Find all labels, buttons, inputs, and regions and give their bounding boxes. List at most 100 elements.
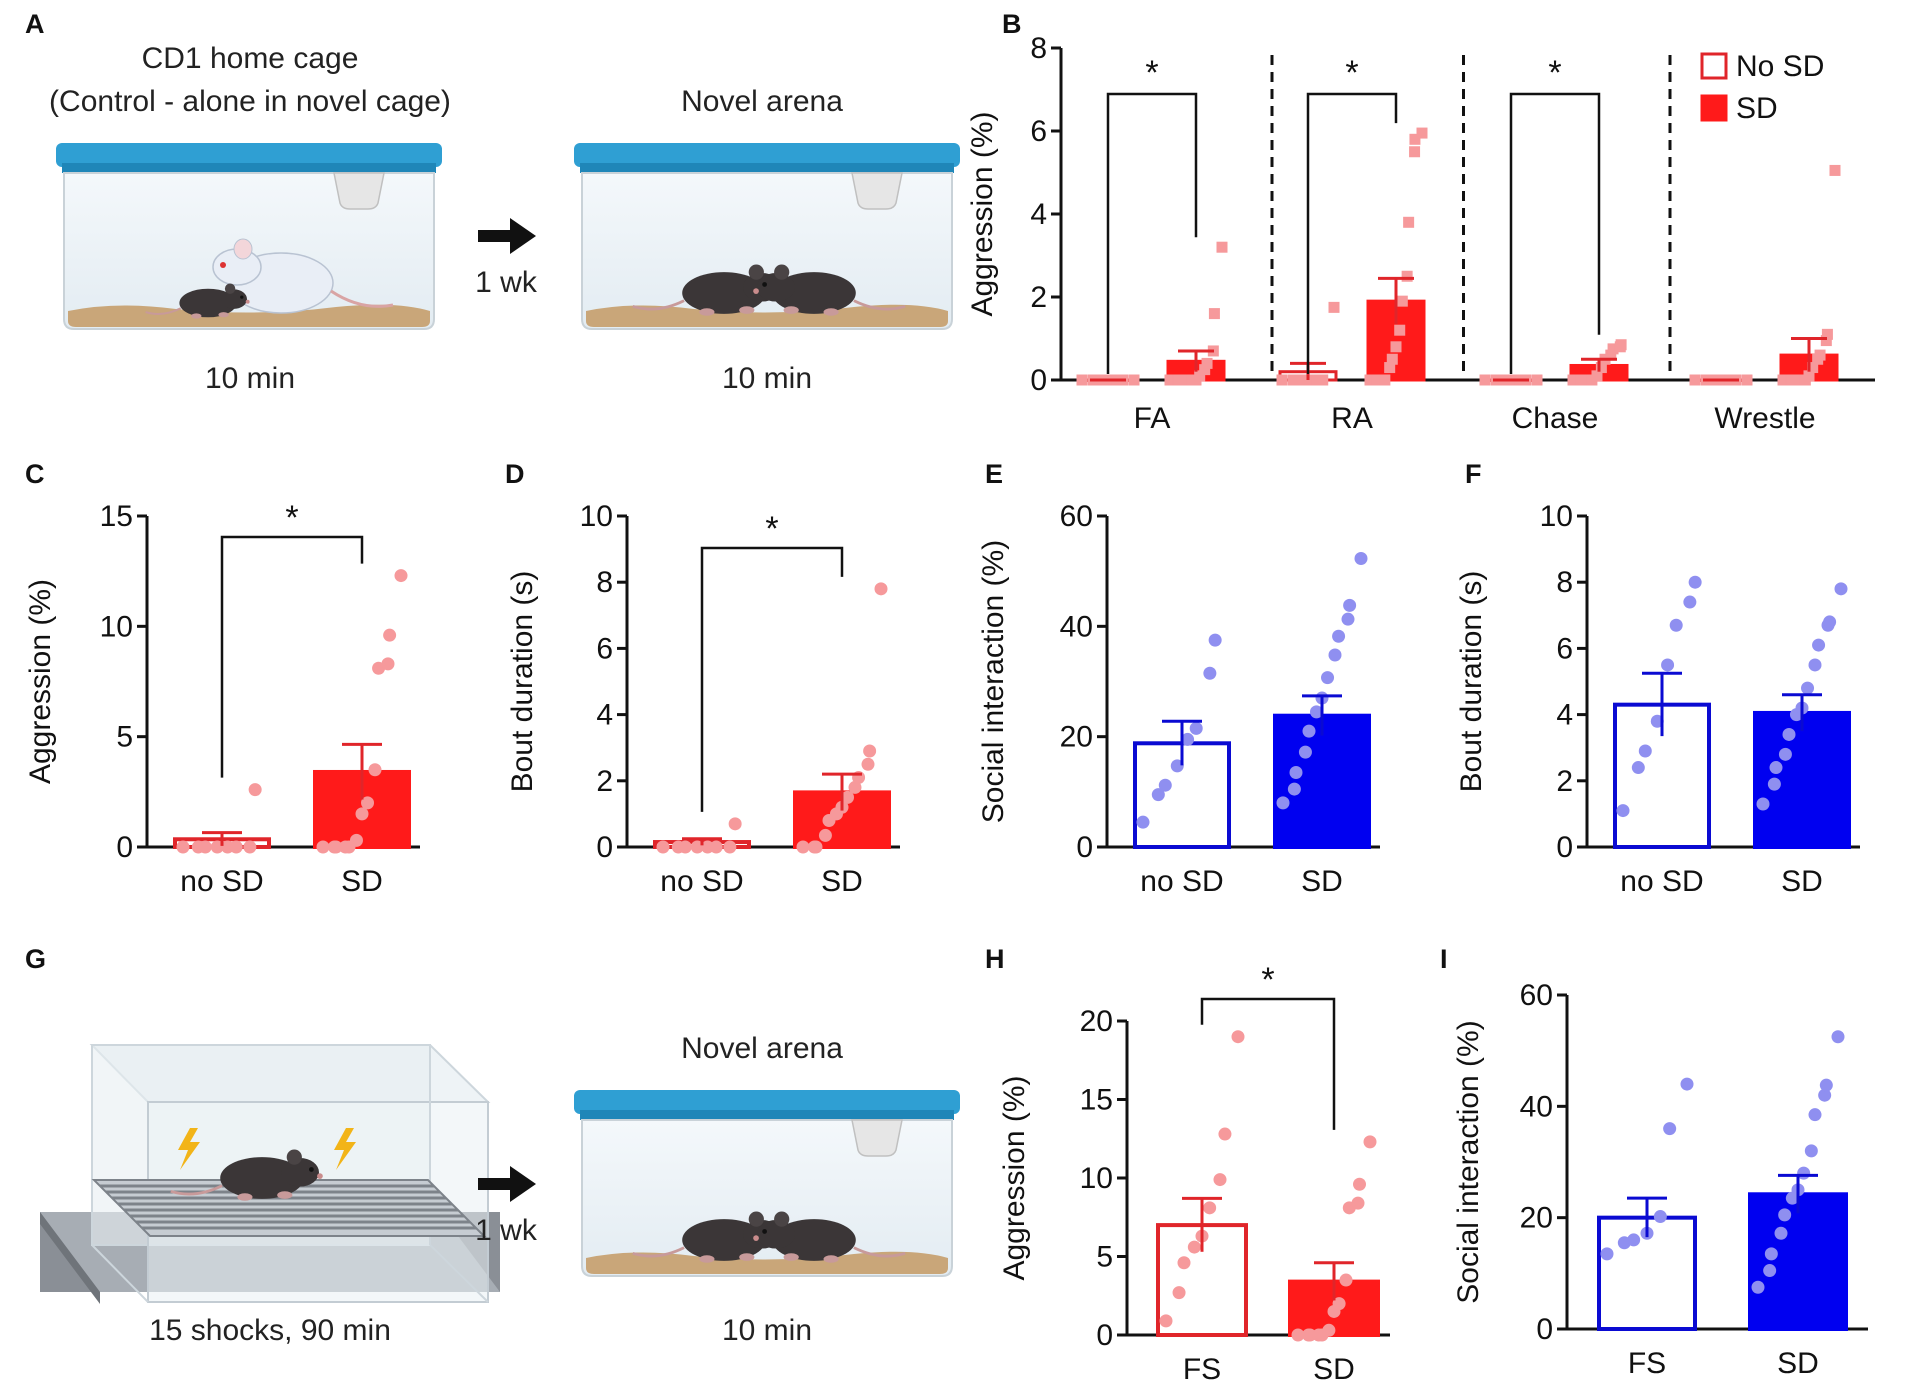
significance-star: * xyxy=(765,510,778,548)
y-tick-label: 0 xyxy=(596,831,613,864)
data-point xyxy=(355,807,369,821)
schematic-a: CD1 home cage (Control - alone in novel … xyxy=(49,42,961,395)
data-point xyxy=(176,840,190,854)
x-tick-label: no SD xyxy=(660,865,743,898)
data-point xyxy=(1661,658,1675,672)
data-point xyxy=(874,582,888,596)
data-point xyxy=(848,780,862,794)
y-tick-label: 0 xyxy=(1556,831,1573,864)
data-point xyxy=(1769,761,1783,775)
data-point xyxy=(1804,1144,1818,1158)
data-point xyxy=(1216,241,1228,253)
data-point xyxy=(1763,1264,1777,1278)
data-point xyxy=(1401,270,1413,282)
data-point xyxy=(1616,804,1630,818)
data-point xyxy=(1199,364,1211,376)
data-point xyxy=(1158,778,1172,792)
schematic-a-left-title-2: (Control - alone in novel cage) xyxy=(49,85,451,118)
data-point xyxy=(1823,615,1837,629)
y-tick-label: 15 xyxy=(1080,1084,1113,1117)
data-point xyxy=(1531,374,1543,386)
y-tick-label: 0 xyxy=(1096,1319,1113,1352)
y-axis-label: Social interaction (%) xyxy=(1452,1020,1485,1303)
data-point xyxy=(368,763,382,777)
y-axis-label: Aggression (%) xyxy=(998,1075,1031,1280)
y-tick-label: 6 xyxy=(596,632,613,665)
panel-letter-i: I xyxy=(1440,944,1448,974)
panel-letter-b: B xyxy=(1002,9,1022,39)
data-point xyxy=(1293,374,1305,386)
y-tick-label: 10 xyxy=(580,500,613,533)
data-point xyxy=(678,840,692,854)
significance-bracket xyxy=(1509,92,1601,374)
schematic-a-right-title: Novel arena xyxy=(681,85,843,118)
data-point xyxy=(709,840,723,854)
y-tick-label: 8 xyxy=(596,566,613,599)
significance-bracket xyxy=(1306,92,1398,374)
data-point xyxy=(1409,146,1421,158)
x-tick-label: no SD xyxy=(1620,865,1703,898)
data-point xyxy=(1287,782,1301,796)
y-tick-label: 15 xyxy=(100,500,133,533)
data-point xyxy=(1782,727,1796,741)
data-point xyxy=(1777,374,1789,386)
data-point xyxy=(1208,308,1220,320)
data-point xyxy=(1159,1314,1173,1328)
chart-panel-b: 0 2 4 6 8 Aggression (%) FA * RA * Chase * Wrestle No… xyxy=(966,32,1875,435)
y-tick-label: 2 xyxy=(1030,281,1047,314)
panel-letter-e: E xyxy=(985,459,1003,489)
data-point xyxy=(1339,1273,1353,1287)
data-point xyxy=(1807,362,1819,374)
data-point xyxy=(1416,127,1428,139)
data-point xyxy=(861,757,875,771)
data-point xyxy=(1322,1323,1336,1337)
data-point xyxy=(1276,374,1288,386)
chart-panel-h: 0 5 10 15 20 Aggression (%) FS SD * xyxy=(998,961,1390,1384)
y-tick-label: 6 xyxy=(1556,632,1573,665)
data-point xyxy=(1189,721,1203,735)
data-point xyxy=(1364,374,1376,386)
data-point xyxy=(1311,374,1323,386)
data-point xyxy=(1778,1208,1792,1222)
data-point xyxy=(1403,216,1415,228)
data-point xyxy=(1653,1210,1667,1224)
panel-letter-f: F xyxy=(1465,459,1482,489)
data-point xyxy=(1218,1127,1232,1141)
x-tick-label: RA xyxy=(1331,402,1373,435)
schematic-g-left-caption: 15 shocks, 90 min xyxy=(149,1314,391,1347)
x-tick-label: FS xyxy=(1628,1347,1666,1380)
data-point xyxy=(1829,164,1841,176)
x-tick-label: Wrestle xyxy=(1714,402,1815,435)
data-point xyxy=(248,783,262,797)
chart-panel-c: 0 5 10 15 Aggression (%) no SD SD * xyxy=(24,499,420,898)
data-point xyxy=(1291,1328,1305,1342)
panel-letter-d: D xyxy=(505,459,525,489)
bar xyxy=(1753,710,1851,849)
schematic-g: 15 shocks, 90 min 1 wk Novel arena 10 mi… xyxy=(40,1032,961,1347)
data-point xyxy=(1820,335,1832,347)
data-point xyxy=(1409,133,1421,145)
data-point xyxy=(1371,374,1383,386)
significance-star: * xyxy=(285,499,298,537)
y-axis-label: Aggression (%) xyxy=(24,579,57,784)
x-tick-label: no SD xyxy=(1140,865,1223,898)
y-tick-label: 40 xyxy=(1520,1090,1553,1123)
data-point xyxy=(383,628,397,642)
data-point xyxy=(1177,1256,1191,1270)
data-point xyxy=(1351,1196,1365,1210)
data-point xyxy=(1756,797,1770,811)
data-point xyxy=(656,840,670,854)
data-point xyxy=(1814,349,1826,361)
data-point xyxy=(1396,295,1408,307)
y-tick-label: 0 xyxy=(1030,364,1047,397)
y-tick-label: 60 xyxy=(1520,979,1553,1012)
y-axis-label: Bout duration (s) xyxy=(1455,571,1488,793)
data-point xyxy=(1343,598,1357,612)
y-tick-label: 6 xyxy=(1030,115,1047,148)
data-point xyxy=(349,833,363,847)
data-point xyxy=(243,840,257,854)
data-point xyxy=(796,840,810,854)
data-point xyxy=(1818,1088,1832,1102)
x-tick-label: SD xyxy=(1301,865,1343,898)
data-point xyxy=(1812,638,1826,652)
